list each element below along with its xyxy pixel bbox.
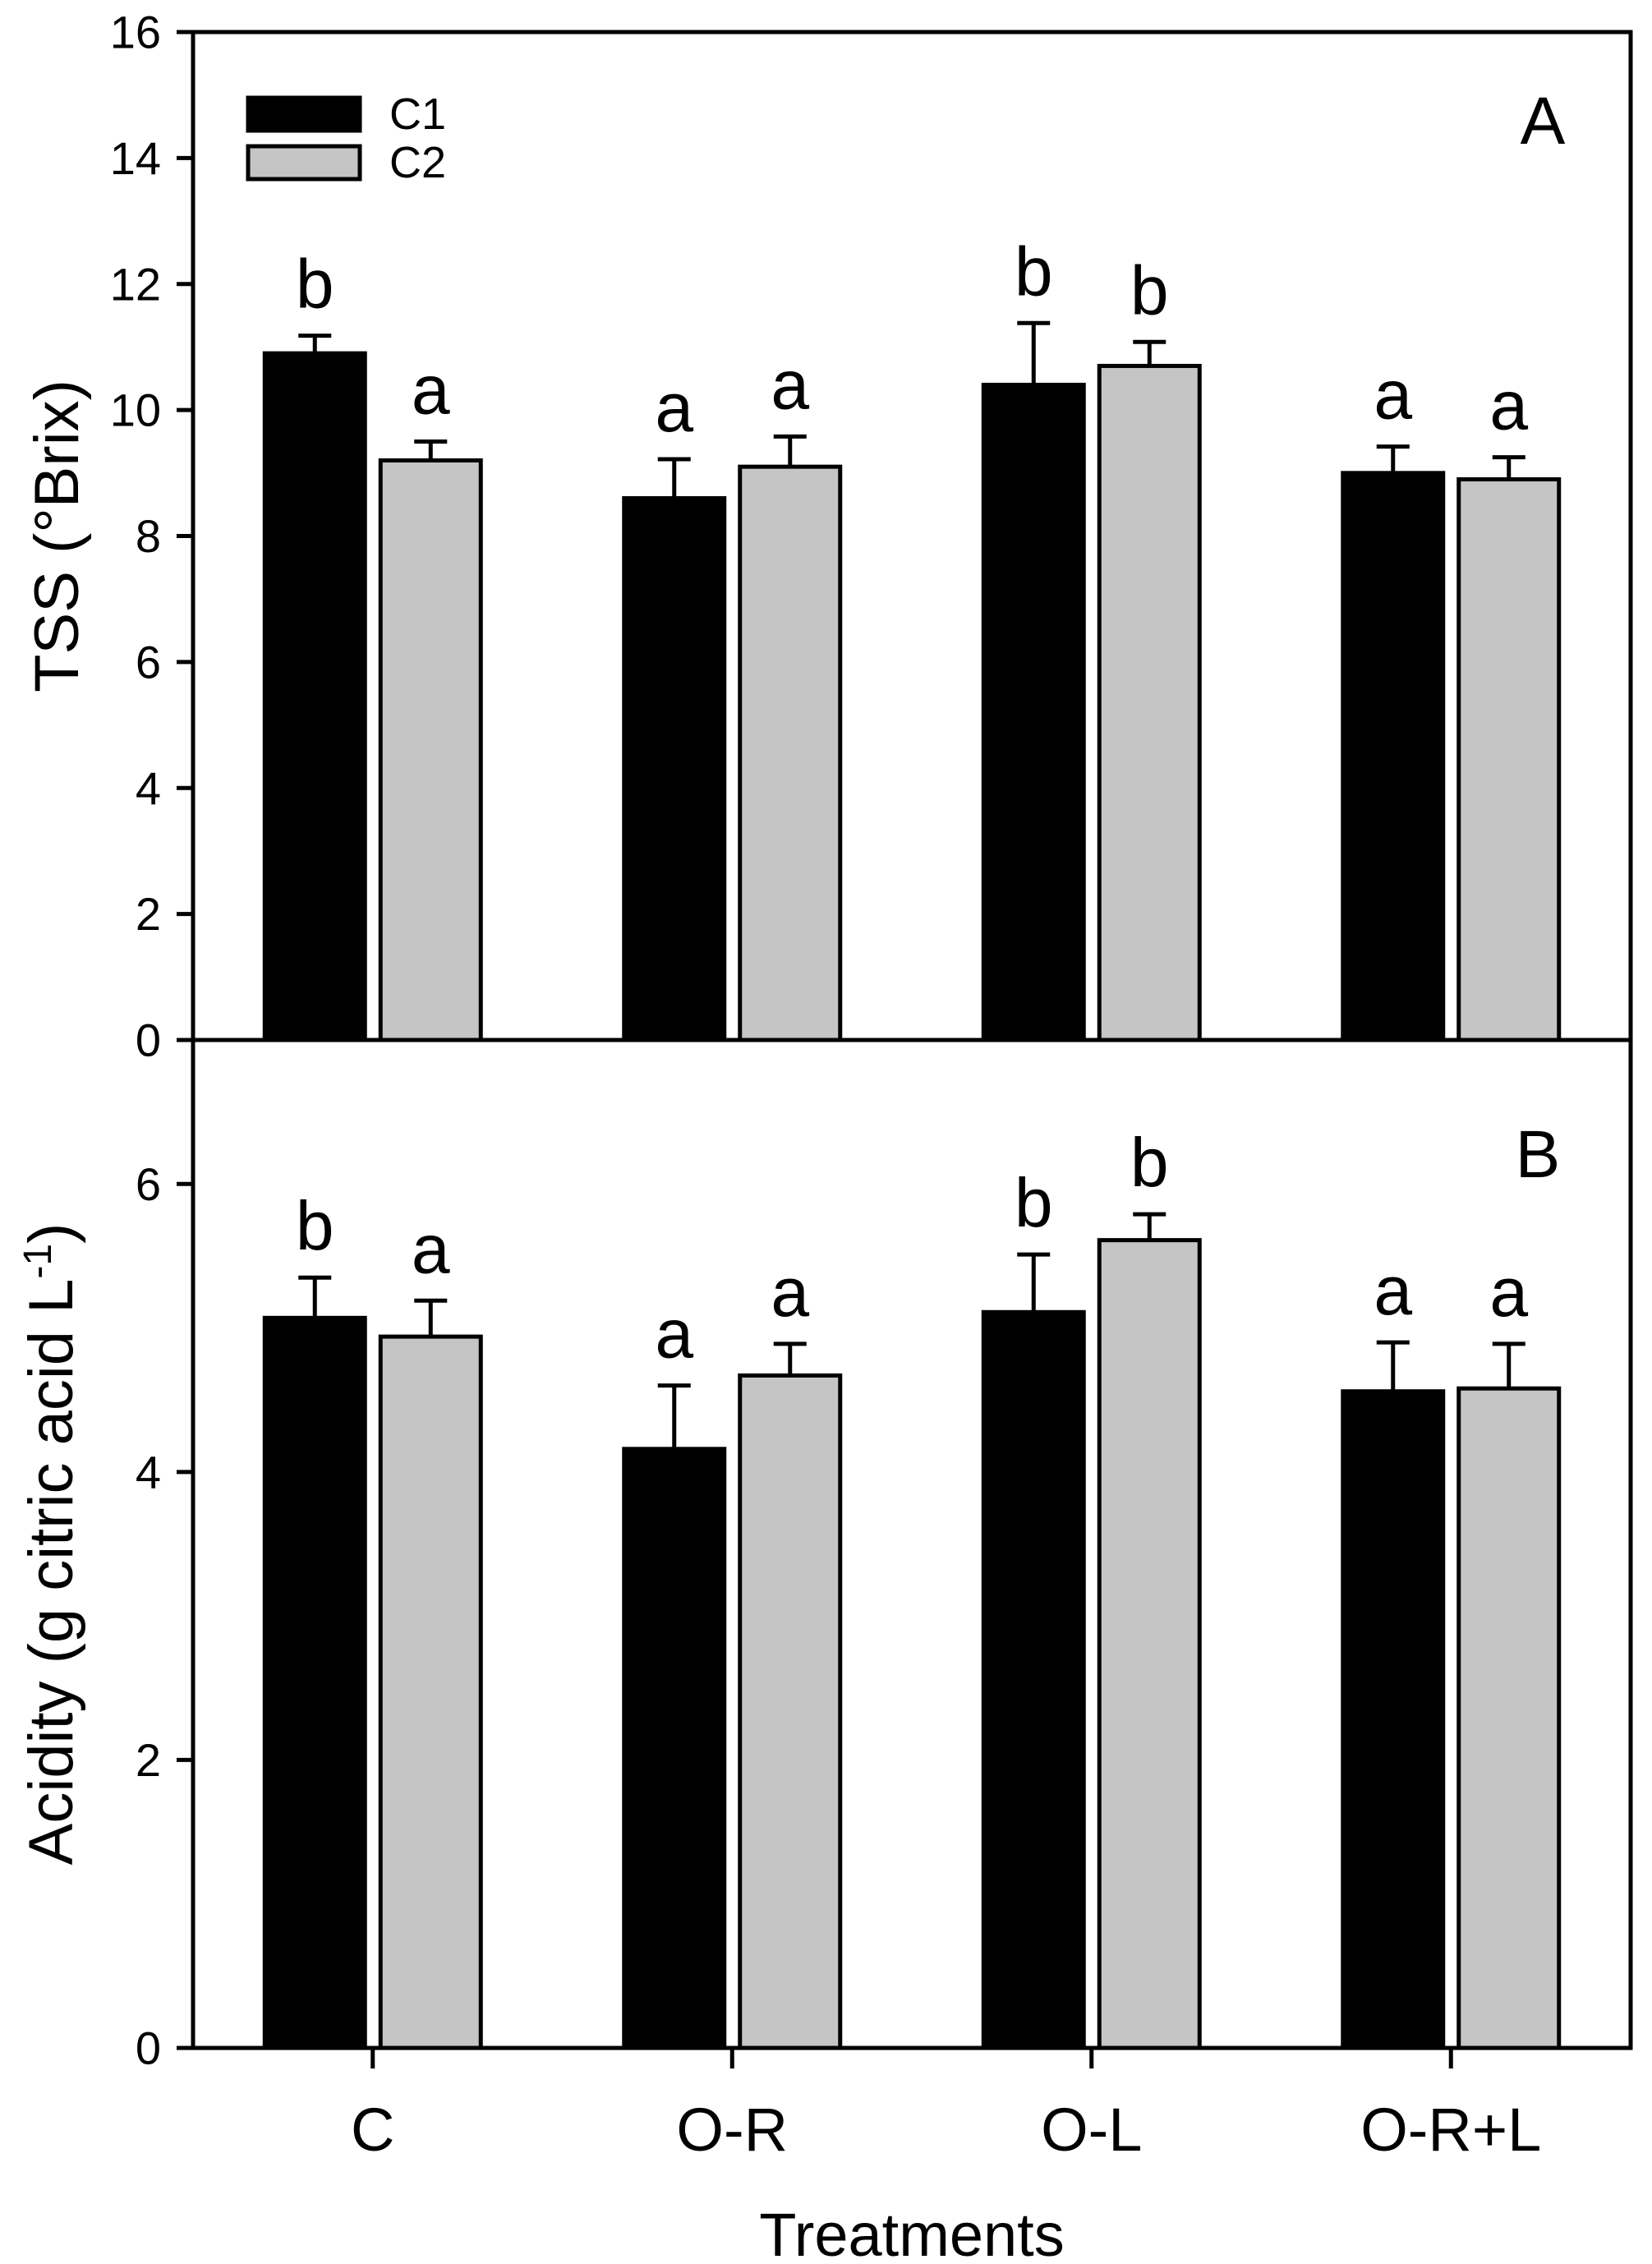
error-bar-A-C1-O-R+L bbox=[1376, 444, 1410, 473]
x-tick-label-o-r: O-R bbox=[676, 2096, 788, 2164]
bar-B-C2-O-R bbox=[738, 1373, 843, 2050]
legend-swatch-c1 bbox=[246, 95, 362, 133]
y-tick-label: 4 bbox=[136, 762, 161, 814]
bar-A-C2-O-R bbox=[738, 464, 843, 1042]
bar-A-C2-O-L bbox=[1097, 363, 1202, 1042]
bar-B-C2-C bbox=[378, 1334, 483, 2050]
y-tick-label: 2 bbox=[136, 888, 161, 940]
legend-label-c1: C1 bbox=[389, 90, 446, 139]
bar-A-C1-O-R bbox=[622, 495, 727, 1042]
y-axis-title-text: ) bbox=[16, 1223, 86, 1244]
error-bar-B-C2-C bbox=[414, 1298, 448, 1337]
sig-letter-A-C2-O-R+L: a bbox=[1489, 367, 1528, 444]
y-tick-label: 12 bbox=[110, 258, 161, 310]
x-tick-label-c: C bbox=[351, 2096, 394, 2164]
error-bar-B-C2-O-R+L bbox=[1492, 1341, 1525, 1389]
error-bar-A-C1-C bbox=[298, 334, 332, 354]
bar-B-C1-O-R+L bbox=[1341, 1389, 1446, 2050]
error-bar-A-C2-O-R+L bbox=[1492, 455, 1525, 480]
y-tick-label: 6 bbox=[136, 636, 161, 688]
error-bar-A-C2-O-R bbox=[773, 434, 807, 467]
sig-letter-A-C1-C: b bbox=[296, 246, 334, 323]
y-axis-title-text: Acidity (g citric acid L bbox=[16, 1279, 86, 1866]
sig-letter-B-C2-O-R+L: a bbox=[1489, 1254, 1528, 1331]
y-tick-label: 14 bbox=[110, 132, 161, 184]
panel-frame bbox=[191, 1038, 1633, 2050]
sig-letter-A-C1-O-R+L: a bbox=[1374, 357, 1412, 434]
error-bar-A-C2-C bbox=[414, 439, 448, 461]
y-tick-label: 0 bbox=[136, 1015, 161, 1066]
bar-B-C1-O-L bbox=[981, 1309, 1086, 2050]
bar-B-C2-O-L bbox=[1097, 1238, 1202, 2050]
sig-letter-B-C1-O-R+L: a bbox=[1374, 1252, 1412, 1329]
bar-A-C1-C bbox=[262, 351, 367, 1042]
sig-letter-B-C1-C: b bbox=[296, 1187, 334, 1264]
sig-letter-B-C2-O-R: a bbox=[771, 1254, 809, 1331]
y-axis-title-a: TSS (°Brix) bbox=[22, 380, 92, 693]
y-axis-title-b: Acidity (g citric acid L-1) bbox=[16, 1223, 86, 1866]
sig-letter-A-C1-O-L: b bbox=[1015, 232, 1053, 310]
x-axis-title: Treatments bbox=[759, 2201, 1064, 2264]
error-bar-B-C2-O-L bbox=[1133, 1212, 1167, 1240]
y-tick-label: 4 bbox=[136, 1446, 161, 1498]
bar-B-C1-O-R bbox=[622, 1447, 727, 2050]
y-tick-label: 8 bbox=[136, 510, 161, 562]
error-bar-B-C1-O-L bbox=[1017, 1252, 1051, 1313]
x-axis: C O-R O-L O-R+L Treatments bbox=[351, 2048, 1541, 2264]
y-axis-title-superscript: -1 bbox=[16, 1244, 60, 1279]
x-tick-label-o-l: O-L bbox=[1041, 2096, 1142, 2164]
error-bar-A-C1-O-R bbox=[657, 457, 691, 499]
bar-A-C2-O-R+L bbox=[1456, 476, 1562, 1042]
y-tick-label: 16 bbox=[110, 7, 161, 58]
y-tick-label: 0 bbox=[136, 2022, 161, 2074]
panel-label-a: A bbox=[1521, 84, 1566, 159]
error-bar-A-C1-O-L bbox=[1017, 320, 1051, 385]
sig-letter-A-C2-O-R: a bbox=[771, 346, 809, 423]
error-bar-B-C1-C bbox=[298, 1275, 332, 1318]
bar-A-C2-C bbox=[378, 458, 483, 1042]
error-bar-A-C2-O-L bbox=[1133, 339, 1167, 366]
error-bar-B-C1-O-R bbox=[657, 1383, 691, 1449]
bar-B-C1-C bbox=[262, 1315, 367, 2050]
y-tick-label: 6 bbox=[136, 1158, 161, 1210]
y-axis-title-text: TSS (°Brix) bbox=[22, 380, 92, 693]
sig-letter-B-C1-O-L: b bbox=[1015, 1164, 1053, 1241]
sig-letter-A-C2-O-L: b bbox=[1130, 251, 1169, 329]
sig-letter-B-C1-O-R: a bbox=[655, 1295, 693, 1373]
sig-letter-B-C2-O-L: b bbox=[1130, 1124, 1169, 1201]
panel-label-b: B bbox=[1516, 1117, 1561, 1192]
bar-B-C2-O-R+L bbox=[1456, 1386, 1562, 2050]
y-tick-label: 10 bbox=[110, 384, 161, 436]
x-tick-label-o-r+l: O-R+L bbox=[1360, 2096, 1541, 2164]
sig-letter-A-C2-C: a bbox=[412, 351, 450, 428]
bar-A-C1-O-L bbox=[981, 382, 1086, 1042]
error-bar-B-C1-O-R+L bbox=[1376, 1340, 1410, 1392]
legend-swatch-c2 bbox=[246, 144, 362, 182]
bar-A-C1-O-R+L bbox=[1341, 471, 1446, 1042]
legend-label-c2: C2 bbox=[389, 138, 446, 187]
error-bar-B-C2-O-R bbox=[773, 1341, 807, 1376]
sig-letter-B-C2-C: a bbox=[412, 1210, 450, 1287]
y-tick-label: 2 bbox=[136, 1734, 161, 1786]
sig-letter-A-C1-O-R: a bbox=[655, 369, 693, 446]
